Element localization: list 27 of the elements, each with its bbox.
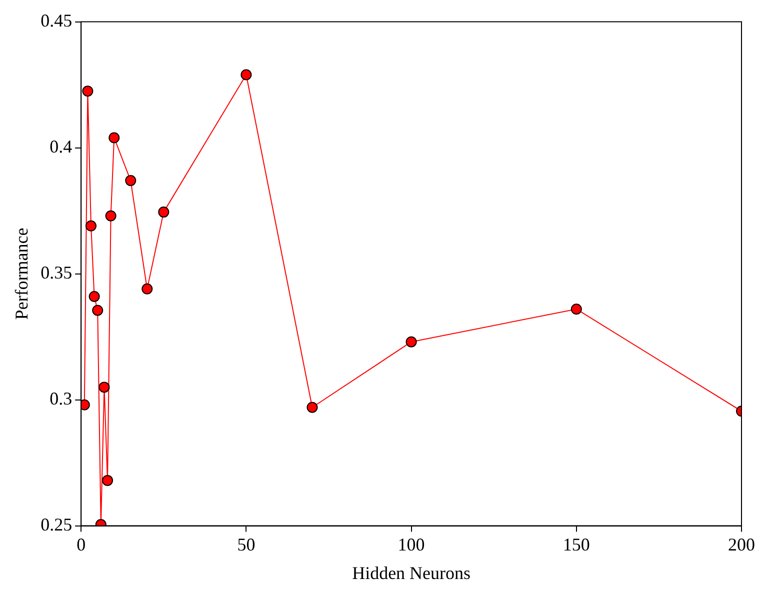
y-tick-label: 0.4 xyxy=(50,136,72,157)
point xyxy=(142,283,153,294)
x-tick-label: 100 xyxy=(398,534,425,554)
y-axis-title: Performance xyxy=(12,228,32,320)
point xyxy=(86,220,97,232)
y-tick-label: 0.45 xyxy=(40,10,72,31)
x-tick-label: 50 xyxy=(237,534,256,554)
point xyxy=(98,382,110,393)
x-tick-label: 150 xyxy=(562,534,590,554)
y-tick-label: 0.3 xyxy=(50,388,72,409)
x-axis-title: Hidden Neurons xyxy=(352,562,471,583)
point xyxy=(158,206,170,218)
point xyxy=(125,175,136,186)
point xyxy=(306,402,318,413)
x-tick-label: 0 xyxy=(76,534,86,554)
point xyxy=(105,210,116,222)
y-tick-label: 0.35 xyxy=(40,262,72,283)
y-tick-label: 0.25 xyxy=(40,514,72,535)
point xyxy=(102,474,114,486)
point xyxy=(570,304,582,315)
point xyxy=(92,304,104,316)
point xyxy=(88,290,100,302)
point xyxy=(108,132,120,144)
point xyxy=(240,69,252,80)
point xyxy=(406,336,417,348)
point xyxy=(82,86,94,97)
x-tick-label: 200 xyxy=(728,534,755,554)
